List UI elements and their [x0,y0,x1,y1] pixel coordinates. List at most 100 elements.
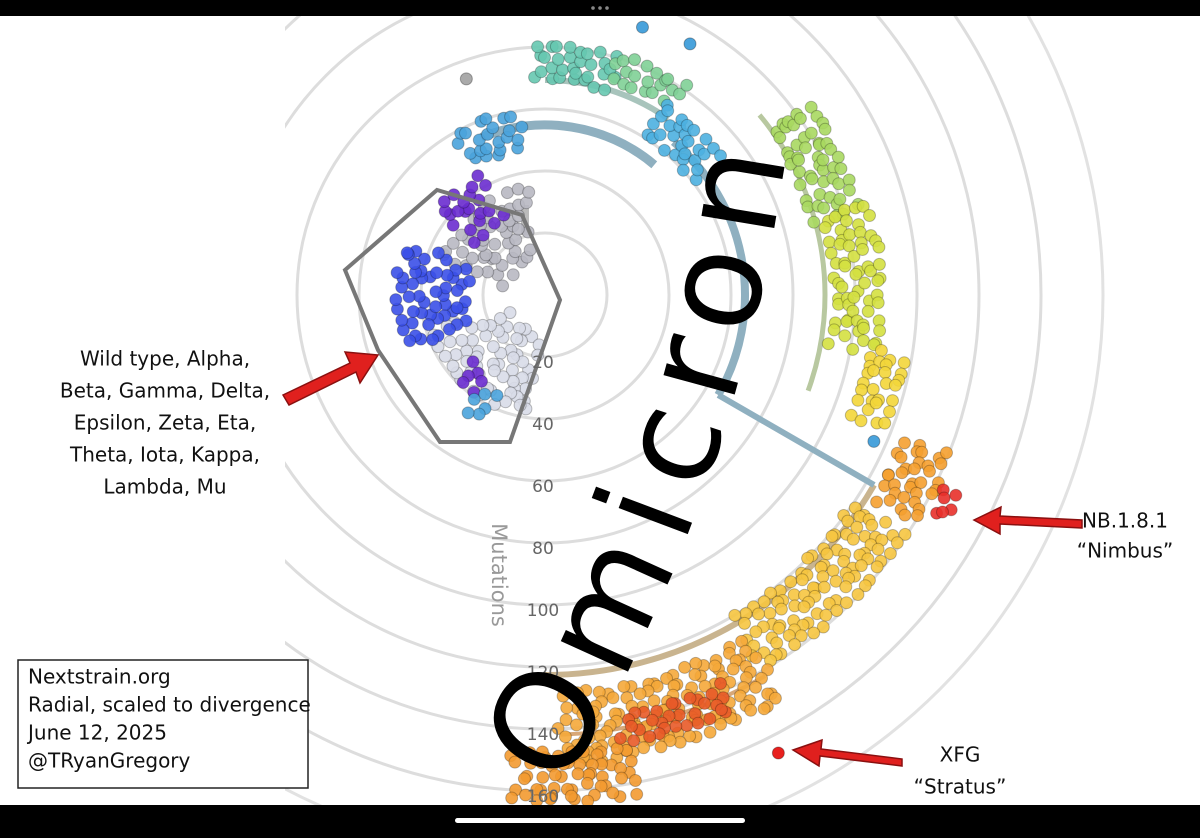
tip [438,349,452,363]
tip [615,771,628,785]
tip [872,240,886,254]
tip [646,117,660,131]
tip [678,660,692,674]
tip [822,235,836,249]
tip [549,40,563,53]
tip [570,718,583,732]
tip [437,195,451,209]
tip [640,59,654,73]
tip [503,306,517,320]
tip [534,65,548,79]
tip [429,285,443,299]
tip [898,508,912,522]
tip [508,245,522,259]
tip [883,547,897,560]
tip [714,149,727,163]
tip [940,446,953,460]
tip [881,468,895,482]
tip [607,72,621,86]
tip [645,713,659,727]
tip [395,313,409,327]
tip [890,536,904,550]
tip [506,374,520,388]
tip [643,730,657,744]
tip [506,351,520,365]
tick-label: 120 [527,663,559,683]
tip [450,301,464,315]
tip [697,147,711,161]
arrow-nimbus [972,505,1083,536]
source-text: Nextstrain.org Radial, scaled to divergen… [26,665,311,773]
tip [463,274,477,288]
tip [628,53,642,67]
tip [584,58,598,72]
annotation-line: Beta, Gamma, Delta, [60,379,270,403]
tip [661,104,675,118]
tip [581,70,595,84]
tip [854,559,868,573]
annotation-line: Lambda, Mu [103,475,226,499]
tip [515,120,529,134]
tip [429,300,443,314]
tip [772,621,786,635]
tip [606,786,620,800]
branch [716,392,876,488]
tip [683,37,697,51]
tip [500,186,514,200]
arrows [281,351,1083,768]
tip [690,163,704,177]
tip [840,596,853,610]
grid-ring [295,45,795,545]
tip [937,491,951,505]
tip [714,703,728,717]
tip [519,196,533,210]
tip [657,143,671,157]
tip [663,734,677,748]
tip [782,629,796,642]
tip [843,228,857,242]
tip [488,237,502,251]
tip [635,20,649,34]
tip [805,172,819,186]
tick-label: 100 [527,601,559,621]
tip [570,686,584,700]
tip [858,276,872,290]
tip [818,221,832,235]
tip [508,755,522,769]
tip [894,450,908,464]
tip [861,304,875,318]
tip [628,69,642,83]
tip [486,340,500,354]
tip [645,86,659,100]
axis-label: Mutations [487,523,511,627]
tip [847,249,861,263]
tip [560,701,574,715]
tip [869,396,883,410]
tip [898,527,912,541]
tip [703,725,717,739]
tip [446,236,460,250]
tip [898,436,911,450]
tip [458,295,472,309]
tip [705,687,719,701]
tick-label: 80 [532,539,554,559]
tip [801,551,815,565]
tip [829,574,843,588]
tip [822,597,836,610]
tip [874,344,888,357]
annotation-line: “Nimbus” [1077,539,1174,563]
tip [849,267,863,281]
tip [755,671,768,685]
tip [850,520,864,534]
tip [593,45,607,59]
annotation-line: “Stratus” [914,775,1007,799]
tip [817,580,831,594]
tip [548,768,562,782]
tip [653,128,667,142]
source-line: Radial, scaled to divergence [28,693,311,717]
tip [389,293,403,307]
tip [681,134,695,148]
tip [851,393,865,407]
tip [764,586,777,600]
tip [472,407,486,421]
